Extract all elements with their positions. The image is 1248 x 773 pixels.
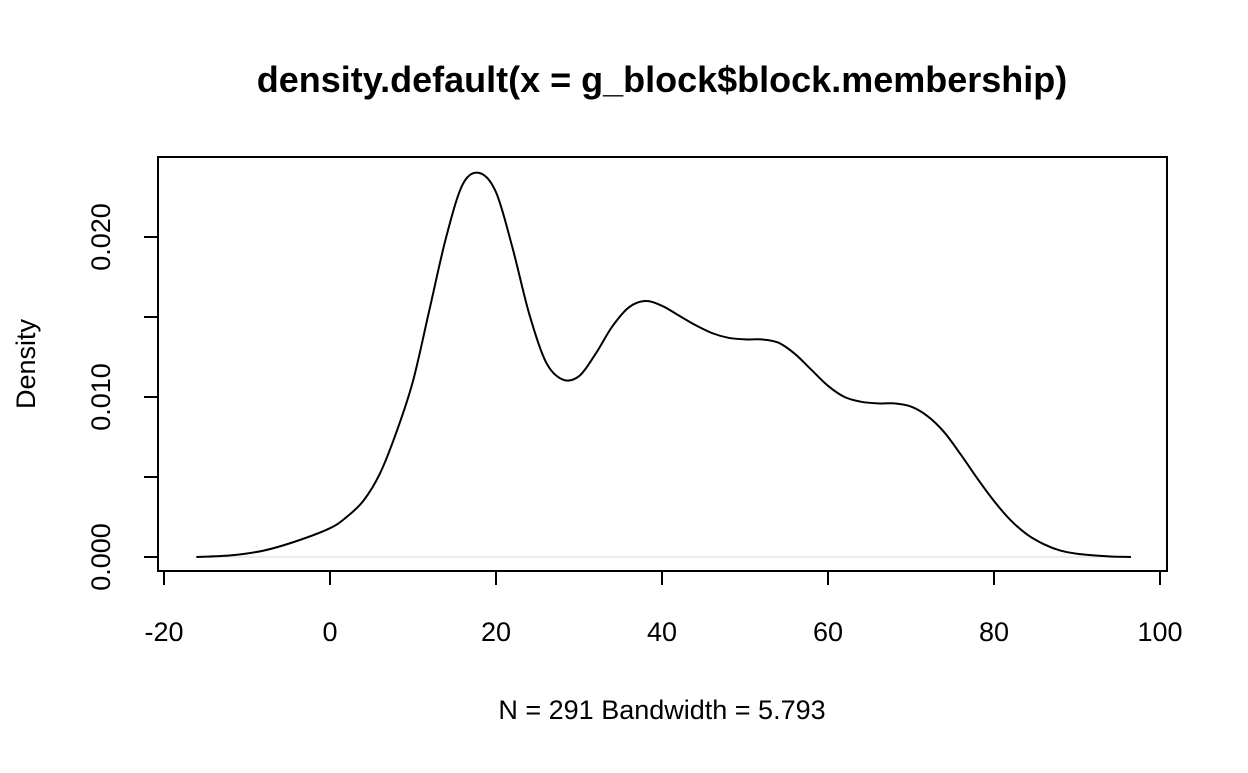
x-tick-label: 40 xyxy=(647,617,677,647)
x-tick-label: 100 xyxy=(1137,617,1182,647)
x-tick-label: 60 xyxy=(813,617,843,647)
x-axis: -20 0 20 40 60 80 100 xyxy=(144,570,1183,647)
y-axis: 0.000 0.010 0.020 xyxy=(86,203,159,591)
plot-frame xyxy=(157,156,1168,572)
chart-title: density.default(x = g_block$block.member… xyxy=(257,59,1068,100)
y-tick-label: 0.010 xyxy=(86,363,116,431)
x-tick-label: 80 xyxy=(979,617,1009,647)
x-tick-label: 0 xyxy=(322,617,337,647)
y-axis-label: Density xyxy=(11,318,41,409)
x-axis-label: N = 291 Bandwidth = 5.793 xyxy=(498,695,825,725)
y-tick-label: 0.020 xyxy=(86,203,116,271)
y-tick-label: 0.000 xyxy=(86,523,116,591)
x-tick-label: 20 xyxy=(481,617,511,647)
density-line xyxy=(196,171,1131,558)
x-tick-label: -20 xyxy=(144,617,183,647)
